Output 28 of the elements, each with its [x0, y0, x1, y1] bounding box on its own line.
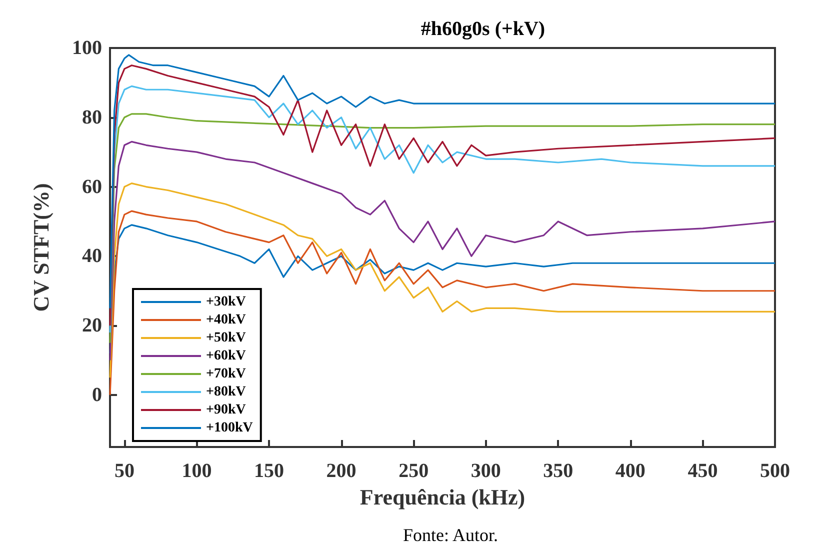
x-tick-label: 300: [470, 460, 501, 482]
y-axis-title: CV STFT(%): [28, 183, 54, 312]
x-tick-label: 200: [326, 460, 356, 482]
legend-label: +80kV: [206, 384, 246, 400]
legend-label: +100kV: [206, 420, 253, 436]
x-tick-label: 400: [615, 460, 646, 482]
x-tick-label: 250: [398, 460, 429, 482]
x-tick-label: 100: [182, 460, 212, 482]
x-tick-label: 500: [760, 460, 790, 482]
y-tick-label: 40: [82, 245, 102, 268]
legend-label: +40kV: [206, 312, 246, 328]
y-tick-label: 0: [92, 384, 102, 406]
y-tick-label: 80: [82, 106, 102, 128]
legend-label: +70kV: [206, 366, 246, 382]
legend-label: +30kV: [206, 294, 246, 310]
chart-title: #h60g0s (+kV): [420, 18, 546, 40]
legend-label: +50kV: [206, 330, 246, 346]
x-tick-label: 450: [688, 460, 718, 482]
x-axis-title: Frequência (kHz): [360, 484, 526, 510]
x-tick-label: 150: [254, 460, 284, 482]
legend-label: +90kV: [206, 402, 246, 418]
y-tick-label: 100: [72, 37, 102, 59]
y-tick-label: 20: [82, 314, 102, 337]
legend-label: +60kV: [206, 348, 246, 364]
x-tick-label: 350: [543, 460, 574, 482]
y-tick-label: 60: [82, 176, 102, 198]
x-tick-label: 50: [114, 460, 134, 482]
source-note: Fonte: Autor.: [403, 525, 498, 545]
